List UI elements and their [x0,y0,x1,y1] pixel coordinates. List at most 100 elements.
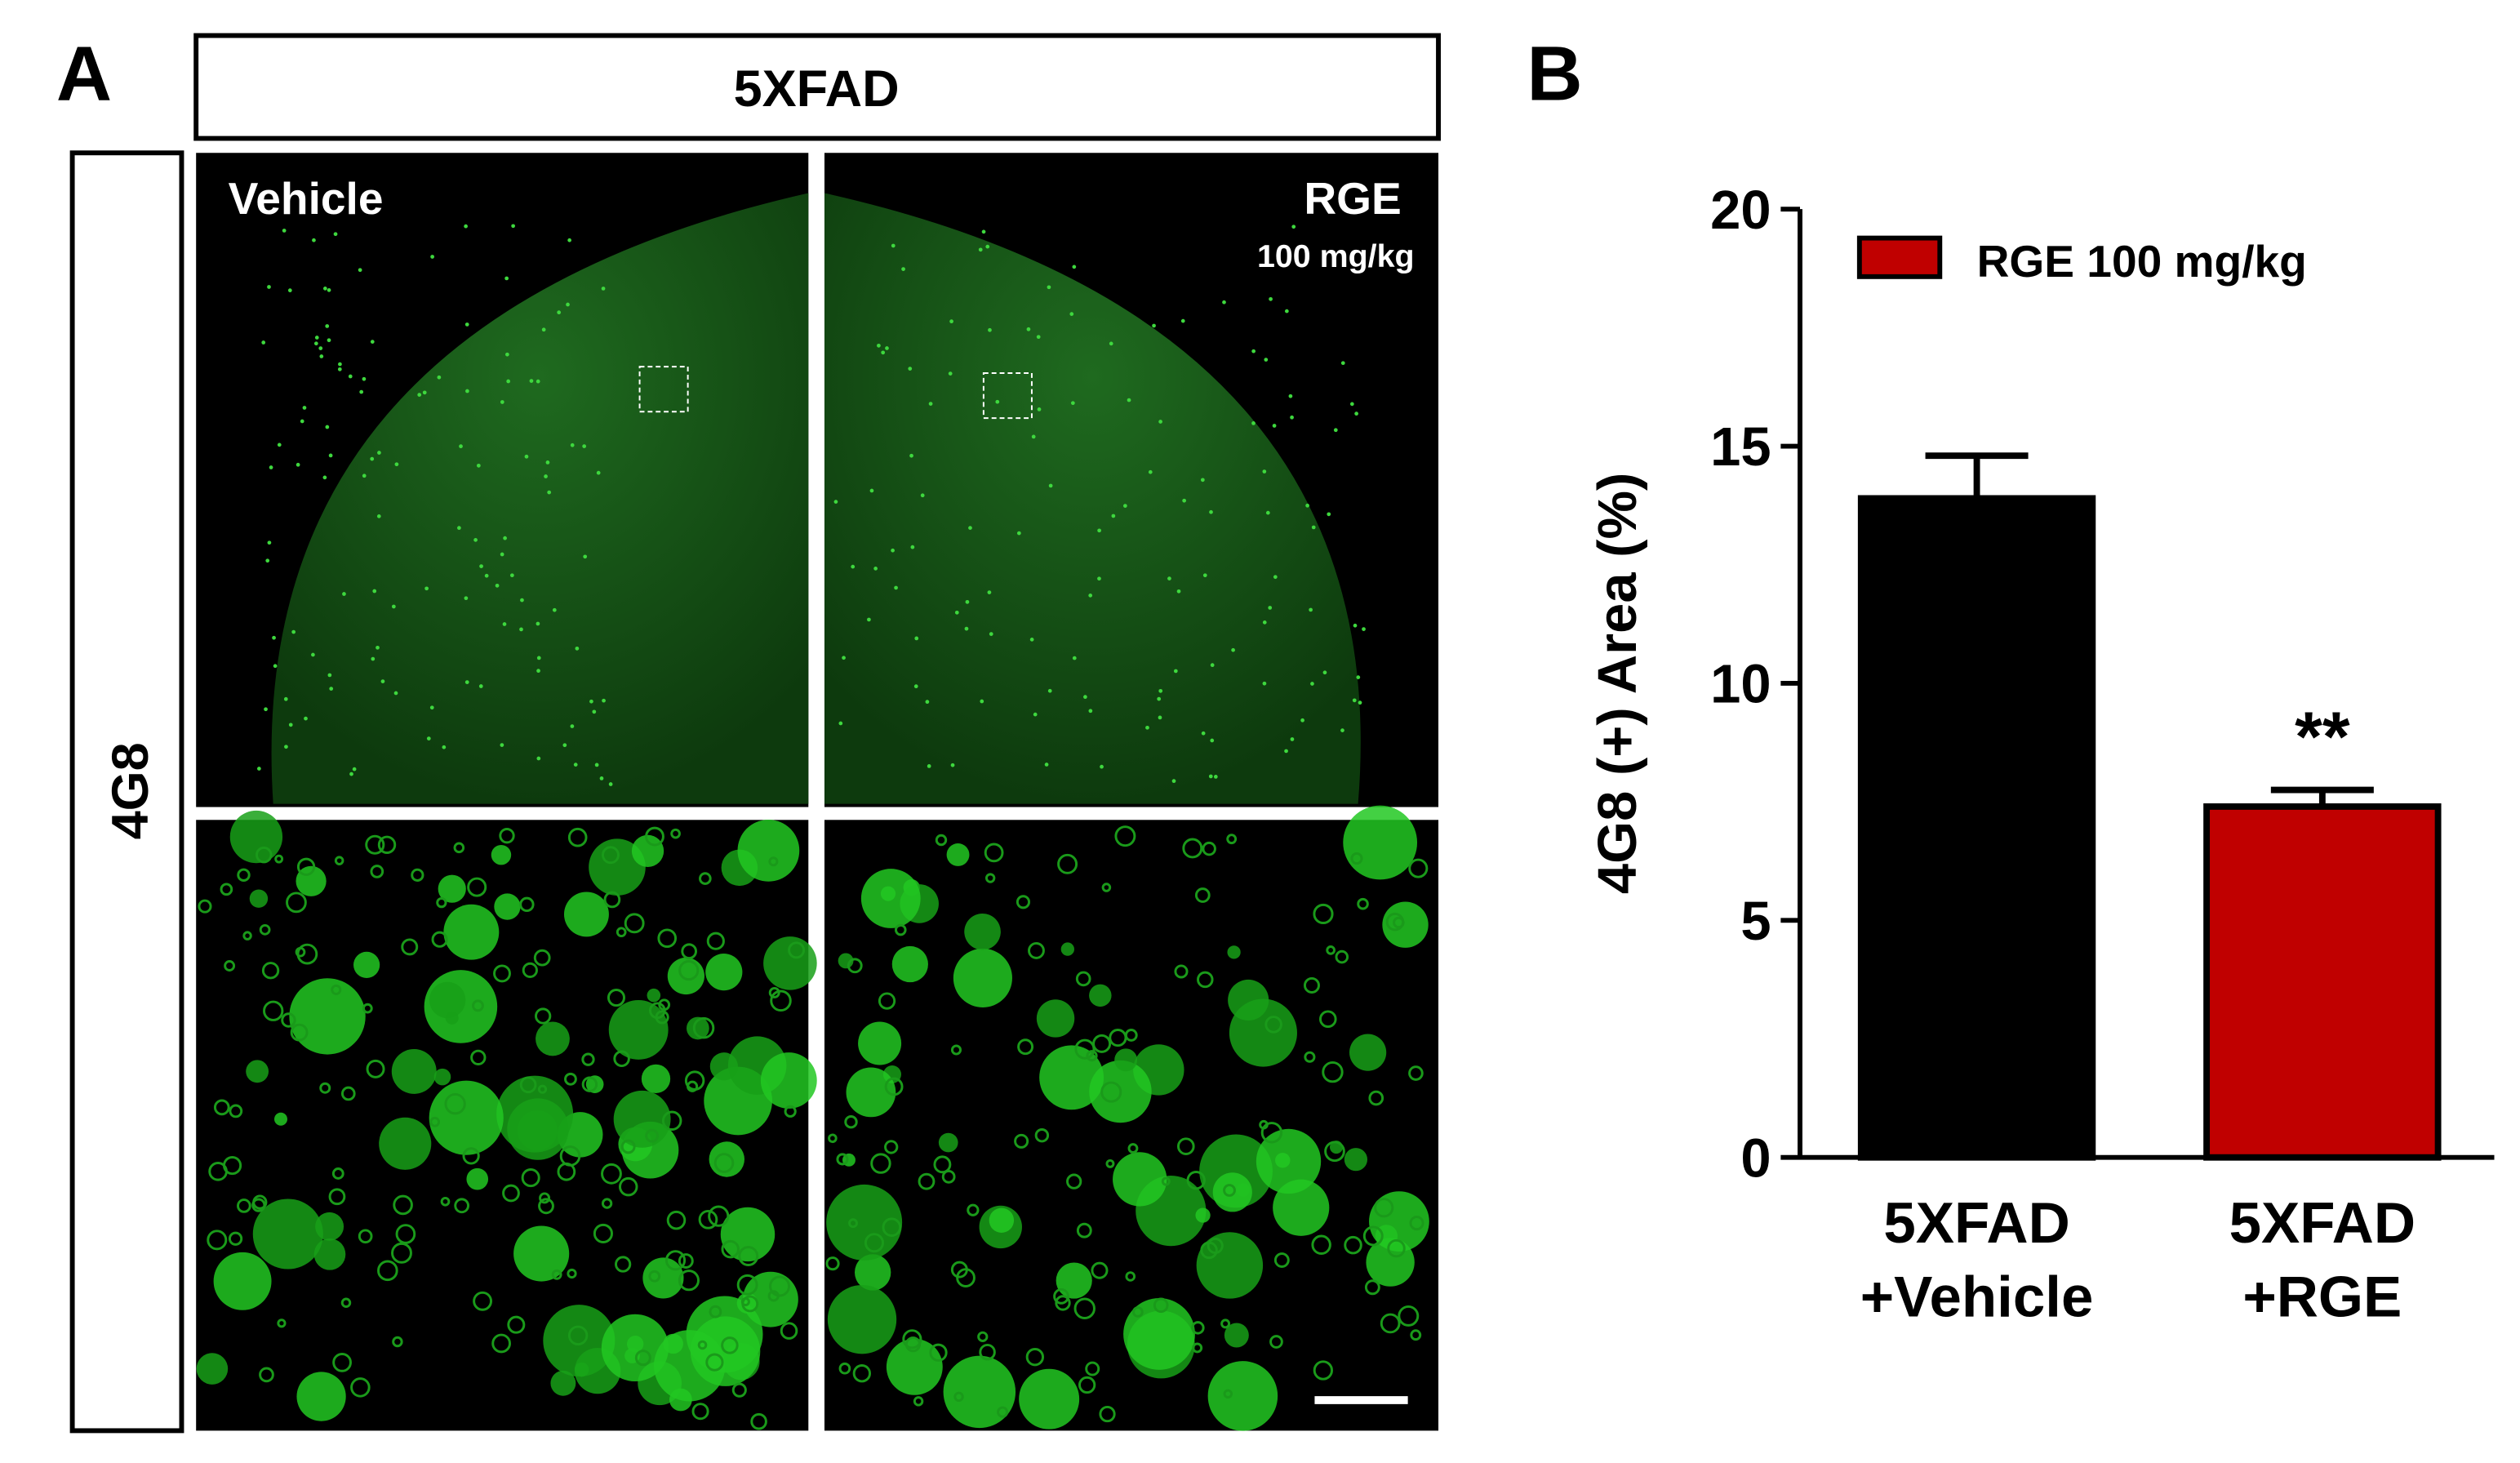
speck [552,607,557,612]
speck [1076,1222,1092,1238]
plaque [938,1132,958,1153]
panel-label: A [56,30,112,117]
speck [1349,402,1354,407]
y-tick-label: 15 [1710,416,1771,478]
speck [1264,1016,1282,1034]
speck [692,1016,715,1039]
speck [429,705,434,710]
plaque [642,1257,684,1299]
speck [1202,841,1216,856]
speck [607,988,626,1007]
speck [1288,394,1293,398]
legend-label: RGE 100 mg/kg [1977,236,2307,287]
speck [1380,1313,1401,1334]
speck [1262,620,1267,625]
plaque [429,981,466,1019]
speck [581,1052,595,1066]
speck [322,287,327,291]
speck [358,1229,373,1244]
plaque [641,1064,671,1094]
speck [891,243,896,248]
speck [908,367,913,371]
speck [1176,589,1181,594]
speck [314,336,319,340]
speck [493,964,511,983]
speck [392,1336,403,1348]
speck [1127,398,1131,402]
speck [1158,420,1162,424]
group-label: 5XFAD [734,60,900,118]
speck [645,1128,660,1143]
speck [698,1209,718,1230]
speck [282,229,287,233]
speck [470,1049,487,1065]
speck [277,1318,287,1328]
plaque [613,1090,671,1148]
speck [1125,1271,1136,1282]
speck [1311,1234,1331,1255]
speck [929,1343,948,1362]
speck [891,548,895,553]
speck [956,1268,976,1287]
speck [567,238,572,242]
speck [1324,1141,1345,1163]
speck [967,1203,980,1216]
speck [1364,1279,1380,1296]
speck [1291,225,1296,229]
speck [272,635,276,640]
speck [721,1239,740,1259]
speck [953,1391,964,1403]
speck [784,1105,797,1118]
speck [927,764,931,768]
plaque [737,819,800,882]
speck [1319,1010,1337,1029]
speck [925,700,930,705]
speck [342,592,346,596]
speck [1091,1261,1109,1279]
plaque [953,948,1012,1007]
panel-label: B [1527,30,1582,117]
speck [1368,1090,1384,1106]
speck [291,629,296,634]
speck [1114,825,1136,847]
y-tick-label: 20 [1710,180,1771,241]
speck [537,1084,548,1094]
speck [1182,838,1203,859]
plaque [946,843,970,866]
speck [1408,1065,1424,1081]
speck [337,367,342,371]
speck [391,604,396,609]
speck [852,1364,872,1383]
speck [1305,503,1309,508]
plaque [585,1075,604,1093]
speck [833,500,838,504]
micrographs [196,153,1439,1431]
speck [699,872,712,885]
speck [1326,945,1336,955]
speck [263,1000,284,1021]
speck [984,843,1004,863]
plaque [880,886,896,901]
speck [334,856,344,865]
speck [589,699,593,704]
speck [1153,1297,1169,1314]
speck [988,327,992,332]
speck [318,346,323,350]
speck [1088,709,1093,714]
speck [705,1353,724,1372]
speck [424,586,429,591]
speck [1033,712,1038,717]
speck [1265,510,1270,515]
speck [596,470,601,475]
speck [541,327,546,332]
speck [1398,1305,1420,1327]
speck [1259,1119,1269,1130]
speck [634,1350,651,1367]
speck [352,767,357,772]
speck [1148,469,1153,474]
speck [296,857,316,876]
speck [864,1233,884,1253]
speck [505,352,509,357]
speck [229,1104,243,1118]
